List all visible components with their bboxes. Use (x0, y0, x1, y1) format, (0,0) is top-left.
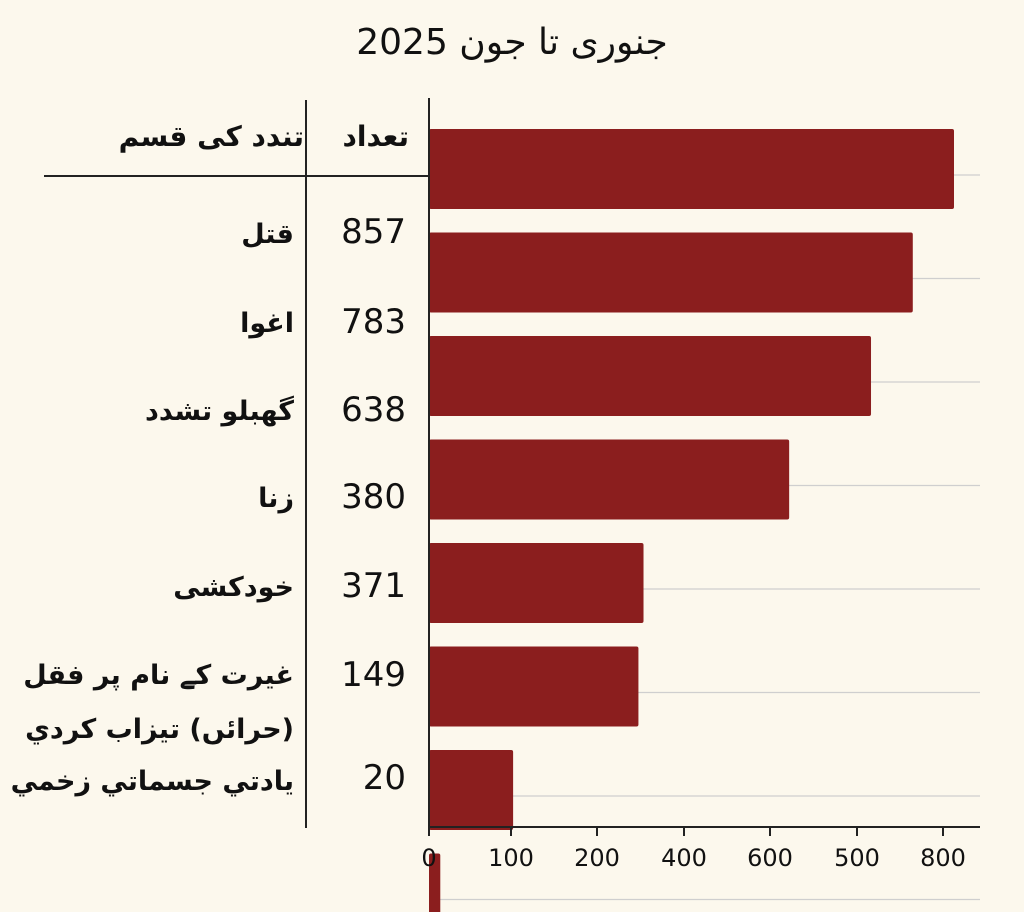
count-label: 783 (341, 302, 406, 342)
category-label: زنا (258, 483, 294, 514)
category-label: (حرائں) تیزاب کردي (25, 714, 294, 745)
x-tick-label: 400 (661, 844, 707, 872)
bar (429, 336, 872, 416)
chart-title: جنوری تا جون 2025 (356, 22, 668, 63)
category-label: گھبلو تشدد (145, 396, 294, 427)
count-label: 149 (341, 655, 406, 695)
x-tick-label: 100 (488, 844, 534, 872)
bar (429, 543, 644, 623)
category-label: قتل (241, 219, 294, 250)
x-tick-label: 0 (421, 844, 436, 872)
bar (429, 129, 954, 209)
x-tick-label: 800 (920, 844, 966, 872)
category-label: يادتي جسماتي زخمي (10, 766, 294, 797)
count-label: 20 (362, 758, 406, 798)
table-divider-vertical (305, 100, 307, 828)
count-label: 371 (341, 566, 406, 606)
x-tick-label: 500 (834, 844, 880, 872)
header-count: تعداد (342, 120, 409, 153)
count-label: 380 (341, 477, 406, 517)
count-label: 638 (341, 390, 406, 430)
bar (429, 232, 913, 313)
bar (429, 646, 639, 727)
header-category: تندد کی قسم (118, 120, 304, 153)
bar (429, 439, 790, 520)
count-label: 857 (341, 212, 406, 252)
category-label: خودکشی (173, 572, 294, 603)
category-label: غیرت کے نام پر فقل (23, 660, 294, 691)
x-tick-label: 200 (574, 844, 620, 872)
bar (429, 750, 514, 830)
table-header-divider (44, 175, 430, 177)
x-tick-label: 600 (747, 844, 793, 872)
category-label: اغوا (240, 308, 294, 339)
bar (429, 853, 441, 912)
